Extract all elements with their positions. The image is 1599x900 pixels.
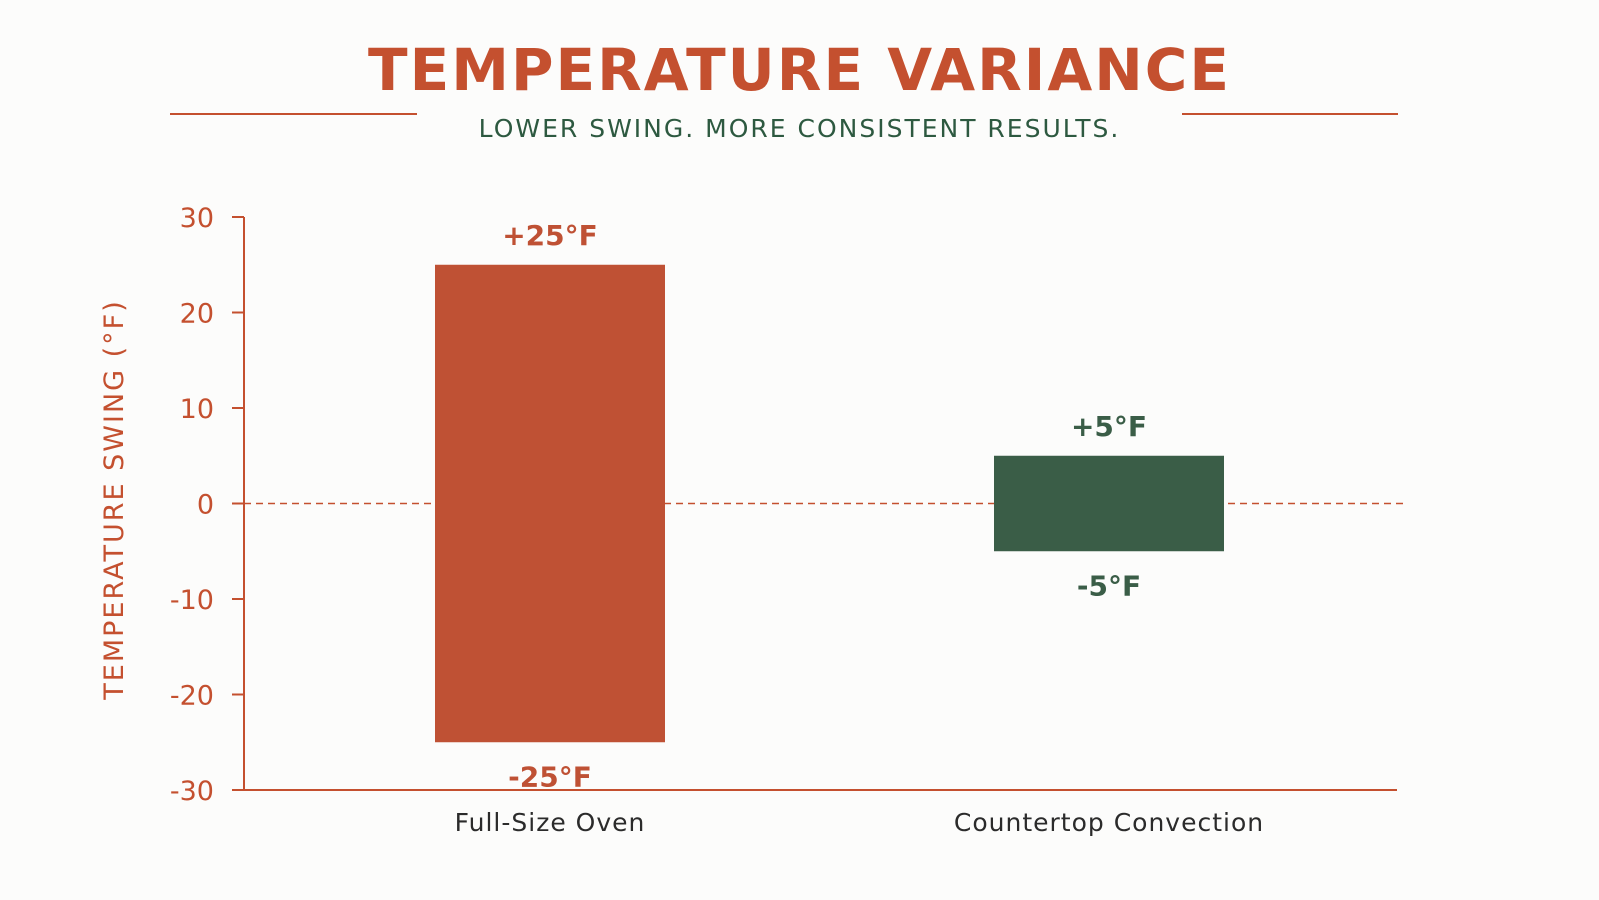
data-label-high: +5°F <box>1071 410 1147 443</box>
title-rule-right <box>1182 113 1398 115</box>
chart-subtitle: LOWER SWING. MORE CONSISTENT RESULTS. <box>478 114 1121 143</box>
x-tick-label: Countertop Convection <box>954 808 1264 837</box>
y-tick-label: 20 <box>180 299 214 330</box>
title-rule-left <box>170 113 417 115</box>
y-tick-label: 10 <box>180 394 214 425</box>
data-label-high: +25°F <box>502 219 598 252</box>
x-tick-label: Full-Size Oven <box>455 808 646 837</box>
bar-full-size-oven <box>435 264 665 743</box>
data-label-low: -25°F <box>508 760 592 793</box>
y-tick-label: -30 <box>170 776 214 807</box>
y-tick-label: -10 <box>170 585 214 616</box>
y-tick-label: 30 <box>180 203 214 234</box>
y-tick-label: -20 <box>170 681 214 712</box>
y-axis-title: TEMPERATURE SWING (°F) <box>99 299 130 700</box>
data-label-low: -5°F <box>1077 569 1141 602</box>
chart-title: TEMPERATURE VARIANCE <box>368 36 1231 104</box>
bar-countertop-convection <box>994 455 1224 552</box>
y-tick-label: 0 <box>197 490 214 521</box>
